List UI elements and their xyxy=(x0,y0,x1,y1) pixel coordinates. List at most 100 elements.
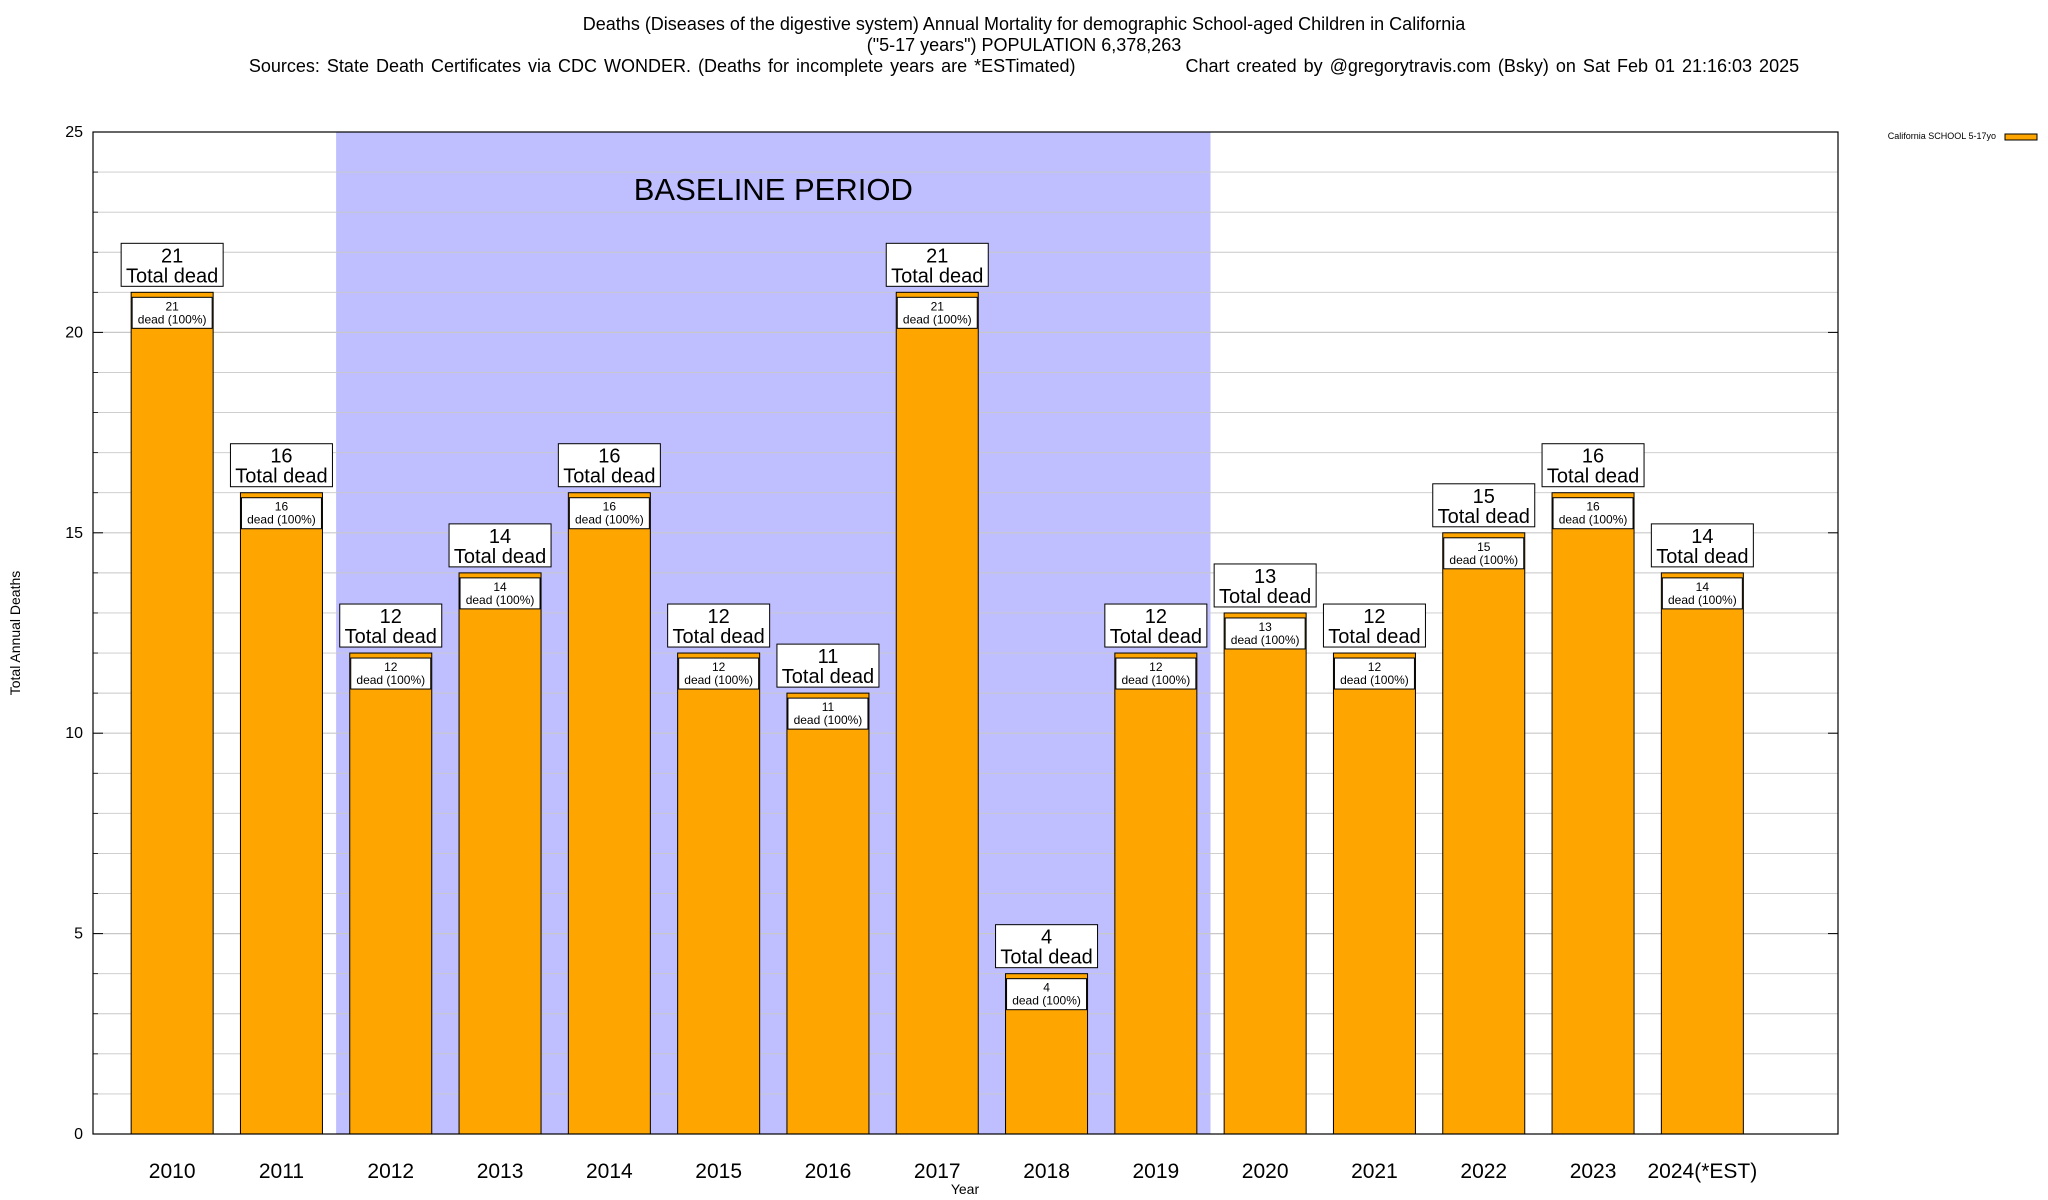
svg-text:dead (100%): dead (100%) xyxy=(356,673,425,687)
x-tick-label: 2016 xyxy=(805,1160,852,1183)
chart-title-block: Deaths (Diseases of the digestive system… xyxy=(0,14,2048,77)
x-tick-label: 2010 xyxy=(149,1160,196,1183)
x-tick-label: 2023 xyxy=(1570,1160,1617,1183)
bar-2014 xyxy=(567,492,651,1135)
svg-text:11: 11 xyxy=(818,646,839,668)
svg-text:Total dead: Total dead xyxy=(235,466,327,488)
svg-text:dead (100%): dead (100%) xyxy=(1012,994,1081,1008)
legend-swatch xyxy=(2004,133,2038,141)
x-tick-label: 2017 xyxy=(914,1160,961,1183)
chart-source-line: Sources: State Death Certificates via CD… xyxy=(0,56,2048,77)
legend-label: California SCHOOL 5-17yo xyxy=(1888,131,1996,141)
svg-text:12: 12 xyxy=(380,606,402,628)
y-tick-label: 10 xyxy=(65,725,83,742)
svg-text:14: 14 xyxy=(1696,580,1710,594)
svg-text:Total dead: Total dead xyxy=(454,546,546,568)
svg-text:14: 14 xyxy=(1691,526,1713,548)
svg-text:dead (100%): dead (100%) xyxy=(1449,553,1518,567)
svg-text:12: 12 xyxy=(708,606,730,628)
svg-text:21: 21 xyxy=(161,245,183,267)
svg-text:12: 12 xyxy=(1145,606,1167,628)
bar-2015 xyxy=(677,652,761,1135)
svg-text:dead (100%): dead (100%) xyxy=(466,593,535,607)
svg-text:13: 13 xyxy=(1254,566,1276,588)
svg-text:4: 4 xyxy=(1043,981,1050,995)
svg-text:11: 11 xyxy=(822,700,835,714)
svg-text:16: 16 xyxy=(1582,446,1604,468)
svg-text:16: 16 xyxy=(270,446,292,468)
bar-2017 xyxy=(895,291,979,1135)
bar-2021 xyxy=(1332,652,1416,1135)
svg-text:15: 15 xyxy=(1477,540,1491,554)
svg-text:Total dead: Total dead xyxy=(563,466,655,488)
svg-text:14: 14 xyxy=(493,580,507,594)
bar-2023 xyxy=(1551,492,1635,1135)
svg-text:12: 12 xyxy=(1149,660,1163,674)
bar-2019 xyxy=(1114,652,1198,1135)
svg-text:21: 21 xyxy=(165,299,179,313)
x-tick-label: 2012 xyxy=(367,1160,414,1183)
svg-text:12: 12 xyxy=(1363,606,1385,628)
y-axis-label: Total Annual Deaths xyxy=(7,571,23,696)
x-tick-label: 2024(*EST) xyxy=(1647,1160,1757,1183)
baseline-period-label: BASELINE PERIOD xyxy=(634,172,913,207)
svg-text:Total dead: Total dead xyxy=(345,626,437,648)
credit-text: Chart created by @gregorytravis.com (Bsk… xyxy=(1185,56,1800,76)
svg-text:Total dead: Total dead xyxy=(782,666,874,688)
bar-2013 xyxy=(458,572,542,1135)
legend: California SCHOOL 5-17yo xyxy=(1888,131,2038,141)
y-tick-label: 20 xyxy=(65,324,83,341)
svg-text:4: 4 xyxy=(1041,927,1052,949)
svg-text:13: 13 xyxy=(1258,620,1272,634)
svg-text:16: 16 xyxy=(275,500,289,514)
svg-text:dead (100%): dead (100%) xyxy=(684,673,753,687)
svg-text:Total dead: Total dead xyxy=(891,265,983,287)
svg-text:21: 21 xyxy=(926,245,948,267)
svg-text:21: 21 xyxy=(931,299,945,313)
x-tick-label: 2021 xyxy=(1351,1160,1398,1183)
y-tick-label: 15 xyxy=(65,525,83,542)
x-tick-label: 2019 xyxy=(1132,1160,1179,1183)
bar-2022 xyxy=(1442,532,1526,1135)
svg-text:Total dead: Total dead xyxy=(1110,626,1202,648)
svg-text:14: 14 xyxy=(489,526,511,548)
svg-text:12: 12 xyxy=(384,660,398,674)
bar-2020 xyxy=(1223,612,1307,1135)
svg-text:Total dead: Total dead xyxy=(1438,506,1530,528)
chart-subtitle: ("5-17 years") POPULATION 6,378,263 xyxy=(866,35,1182,55)
svg-text:dead (100%): dead (100%) xyxy=(1231,633,1300,647)
x-tick-label: 2014 xyxy=(586,1160,633,1183)
svg-text:12: 12 xyxy=(1368,660,1382,674)
svg-text:15: 15 xyxy=(1473,486,1495,508)
svg-text:dead (100%): dead (100%) xyxy=(903,312,972,326)
bar-2016 xyxy=(786,692,870,1135)
bar-2010 xyxy=(130,291,214,1135)
y-tick-label: 25 xyxy=(65,124,83,141)
x-tick-label: 2011 xyxy=(259,1160,304,1183)
svg-text:16: 16 xyxy=(598,446,620,468)
svg-text:Total dead: Total dead xyxy=(1219,586,1311,608)
svg-text:Total dead: Total dead xyxy=(1656,546,1748,568)
svg-text:dead (100%): dead (100%) xyxy=(138,312,207,326)
